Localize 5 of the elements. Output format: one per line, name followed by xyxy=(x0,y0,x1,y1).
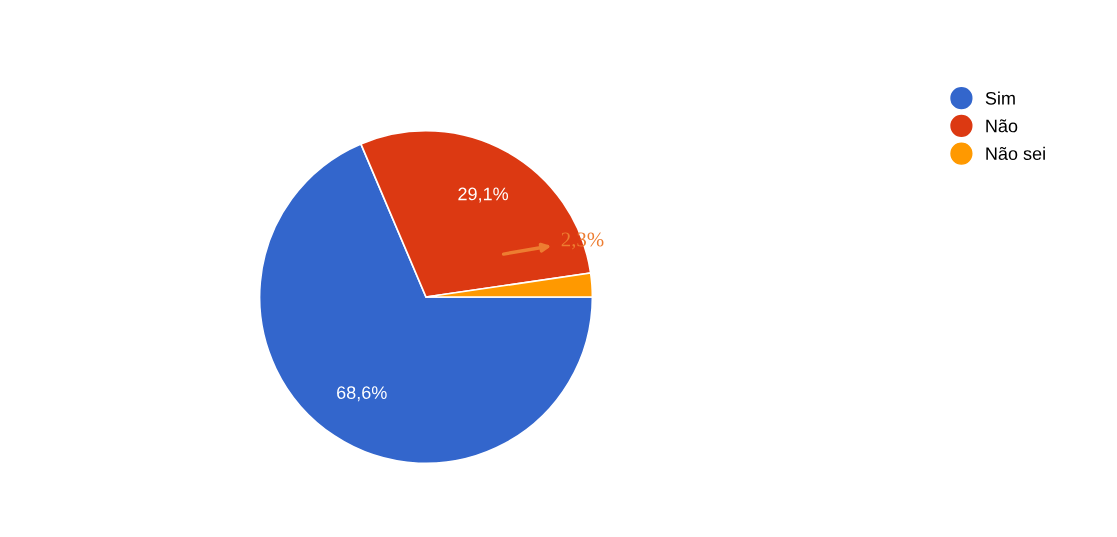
data-label: 29,1% xyxy=(458,187,509,203)
legend-label: Sim xyxy=(985,91,1015,105)
legend-label: Não sei xyxy=(986,146,1045,161)
legend-label: Não xyxy=(986,119,1018,133)
data-label: 68,6% xyxy=(337,386,387,402)
